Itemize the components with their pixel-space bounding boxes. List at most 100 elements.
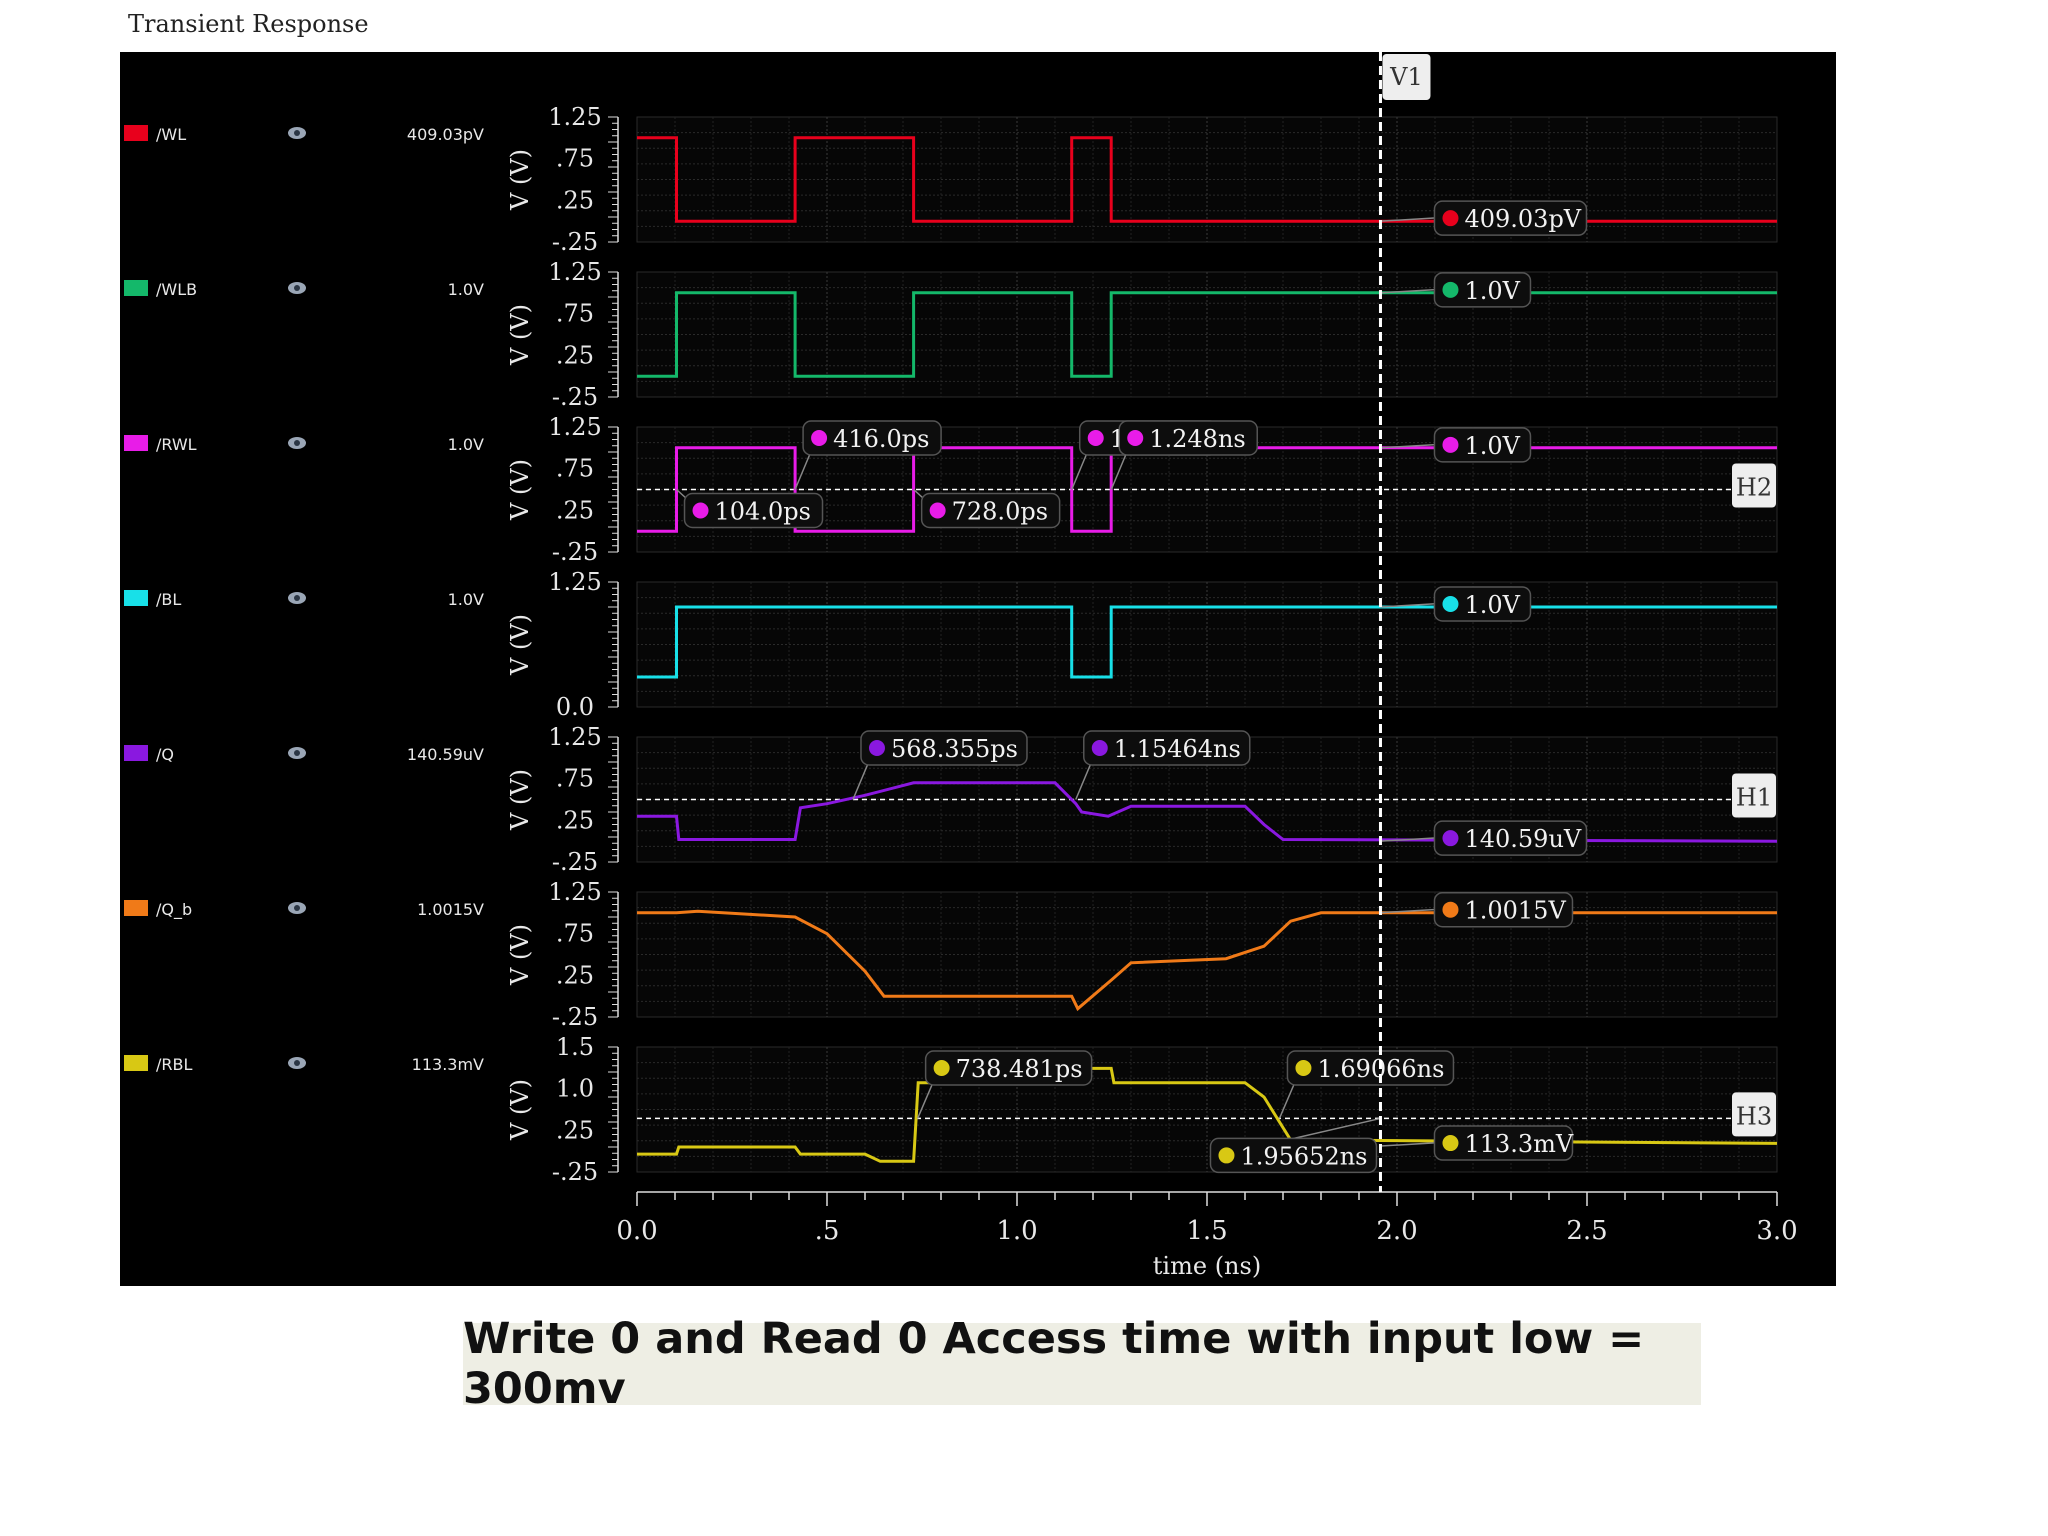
y-tick-label: .75 xyxy=(556,145,594,173)
legend-value: 1.0V xyxy=(448,280,484,299)
marker-label: 728.0ps xyxy=(952,498,1048,526)
x-tick-label: 3.0 xyxy=(1756,1216,1797,1246)
x-axis-label: time (ns) xyxy=(1153,1252,1261,1280)
x-tick-label: 1.5 xyxy=(1186,1216,1227,1246)
legend-swatch xyxy=(124,900,148,916)
marker-label-box xyxy=(1433,891,1574,928)
threshold-badge xyxy=(1732,1092,1776,1137)
y-tick-label: -.25 xyxy=(552,228,598,256)
y-tick-label: -.25 xyxy=(552,848,598,876)
marker-label: 738.481ps xyxy=(956,1055,1083,1083)
waveform-trace xyxy=(637,136,1777,223)
marker-dot xyxy=(692,502,709,519)
legend-name: /WL xyxy=(156,125,186,144)
y-axis-label: V (V) xyxy=(506,924,534,986)
vertical-cursor-badge xyxy=(1382,54,1431,100)
y-tick-label: .75 xyxy=(556,920,594,948)
x-tick-label: 2.0 xyxy=(1376,1216,1417,1246)
y-tick-label: 1.0 xyxy=(556,1075,594,1103)
marker-label-box xyxy=(1433,1125,1574,1161)
marker-label: 1.0V xyxy=(1464,591,1520,619)
legend-swatch xyxy=(124,435,148,451)
y-tick-label: .75 xyxy=(556,300,594,328)
marker-dot xyxy=(811,430,828,446)
marker-label: 1.0V xyxy=(1464,432,1520,460)
x-tick-label: 0.0 xyxy=(616,1216,657,1246)
marker-label-box xyxy=(1118,420,1258,456)
waveform-trace xyxy=(637,291,1777,378)
marker-label-box xyxy=(1209,1137,1378,1174)
marker-dot xyxy=(933,1060,950,1076)
legend-name: /Q_b xyxy=(156,900,192,920)
y-tick-label: -.25 xyxy=(552,1158,598,1186)
marker-label-box xyxy=(920,492,1061,529)
marker-dot xyxy=(1442,281,1459,298)
visibility-eye-icon-pupil xyxy=(294,1060,300,1066)
legend-value: 113.3mV xyxy=(412,1055,484,1074)
visibility-eye-icon-pupil xyxy=(294,130,300,136)
marker-dot xyxy=(1091,740,1108,756)
y-tick-label: -.25 xyxy=(552,383,598,411)
waveform-trace xyxy=(637,605,1777,679)
y-axis-label: V (V) xyxy=(506,1079,534,1141)
marker-dot xyxy=(1442,901,1459,918)
marker-dot xyxy=(1442,1135,1459,1152)
legend-swatch xyxy=(124,125,148,141)
visibility-eye-icon-pupil xyxy=(294,750,300,756)
legend-name: /WLB xyxy=(156,280,197,299)
y-axis-label: V (V) xyxy=(506,304,534,366)
marker-label-box xyxy=(1433,272,1532,308)
marker-label: 416.0ps xyxy=(833,425,929,453)
threshold-label: H1 xyxy=(1736,784,1772,812)
legend-name: /RWL xyxy=(156,435,197,454)
legend-name: /RBL xyxy=(156,1055,192,1074)
marker-dot xyxy=(1127,430,1144,446)
legend-value: 140.59uV xyxy=(407,745,484,764)
y-tick-label: .25 xyxy=(556,1116,594,1144)
marker-label: 409.03pV xyxy=(1464,205,1581,233)
marker-dot xyxy=(1295,1060,1312,1076)
y-tick-label: 1.25 xyxy=(548,878,601,906)
y-tick-label: 1.25 xyxy=(548,413,601,441)
y-tick-label: 1.25 xyxy=(548,723,601,751)
marker-dot xyxy=(1442,596,1459,612)
waveform-trace xyxy=(637,1066,1778,1163)
waveform-trace xyxy=(637,446,1777,533)
waveform-trace xyxy=(637,909,1777,1012)
threshold-badge xyxy=(1732,463,1776,508)
threshold-label: H2 xyxy=(1736,474,1772,502)
legend-value: 1.0015V xyxy=(417,900,484,919)
marker-label: 104.0ps xyxy=(715,498,811,526)
marker-label-box xyxy=(860,730,1028,766)
caption-box: Write 0 and Read 0 Access time with inpu… xyxy=(463,1314,1701,1414)
y-tick-label: -.25 xyxy=(552,538,598,566)
marker-label-box xyxy=(683,492,824,529)
marker-dot xyxy=(929,502,946,519)
waveform-trace xyxy=(637,781,1778,843)
visibility-eye-icon-pupil xyxy=(294,440,300,446)
y-tick-label: 1.25 xyxy=(548,568,601,596)
waveform-plot-panel: 1.25 .75 .25 -.25 V (V) /WL 409.03pV 409.03pV 1.… xyxy=(120,52,1836,1286)
marker-label: 1.0015V xyxy=(1464,897,1566,925)
y-tick-label: 1.5 xyxy=(556,1033,594,1061)
x-tick-label: 1.0 xyxy=(996,1216,1037,1246)
legend-name: /Q xyxy=(156,745,174,764)
marker-label-box xyxy=(924,1050,1093,1086)
marker-label-box xyxy=(1286,1050,1455,1086)
marker-dot xyxy=(868,740,885,756)
y-axis-label: V (V) xyxy=(506,459,534,521)
marker-label: 1.0V xyxy=(1464,277,1520,305)
legend-swatch xyxy=(124,1055,148,1071)
x-tick-label: 2.5 xyxy=(1566,1216,1607,1246)
threshold-badge xyxy=(1732,773,1776,818)
y-tick-label: .25 xyxy=(556,496,594,524)
marker-label-box xyxy=(1083,730,1251,766)
marker-dot xyxy=(1087,430,1104,446)
visibility-eye-icon-pupil xyxy=(294,595,300,601)
marker-label-box xyxy=(1433,586,1532,622)
y-tick-label: .75 xyxy=(556,765,594,793)
vertical-cursor-label: V1 xyxy=(1389,63,1423,91)
marker-label-box xyxy=(1433,427,1532,463)
x-tick-label: .5 xyxy=(815,1216,840,1246)
marker-label: 1.248ns xyxy=(1149,425,1245,453)
